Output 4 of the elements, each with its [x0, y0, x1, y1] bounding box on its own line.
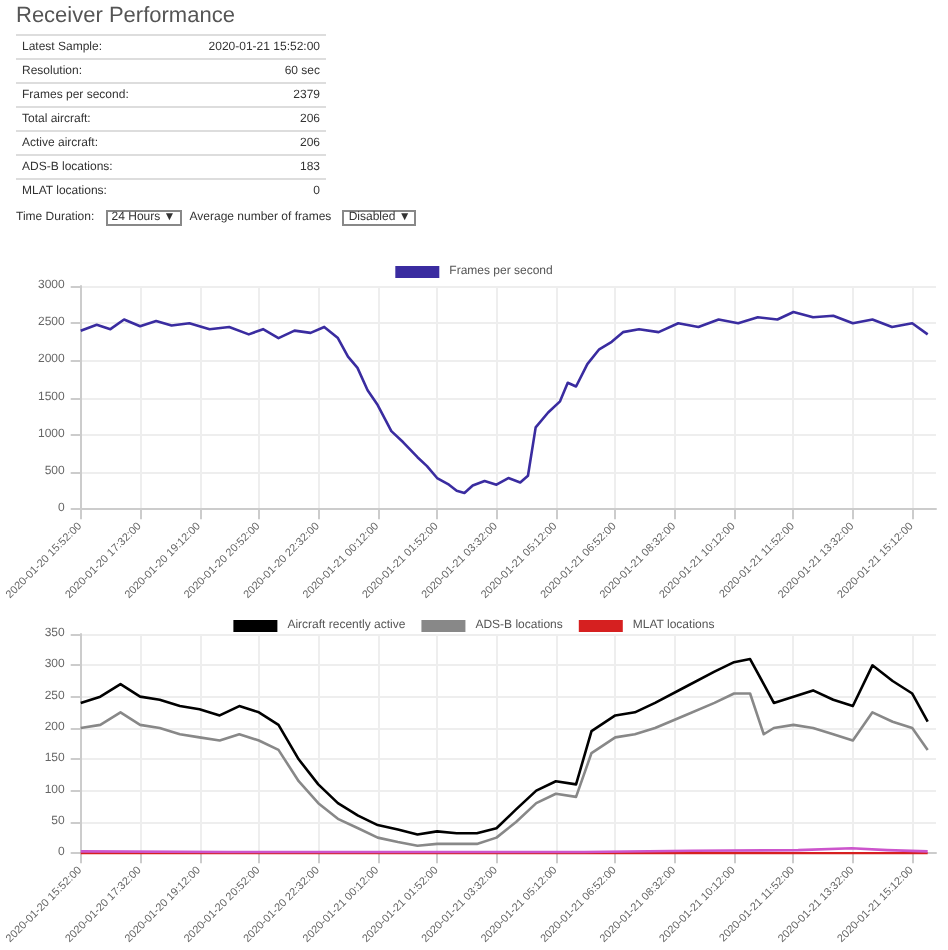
line-series — [79, 692, 929, 848]
line-series — [79, 310, 929, 495]
text: Receiver Performance — [16, 4, 237, 28]
line-series — [79, 657, 929, 836]
